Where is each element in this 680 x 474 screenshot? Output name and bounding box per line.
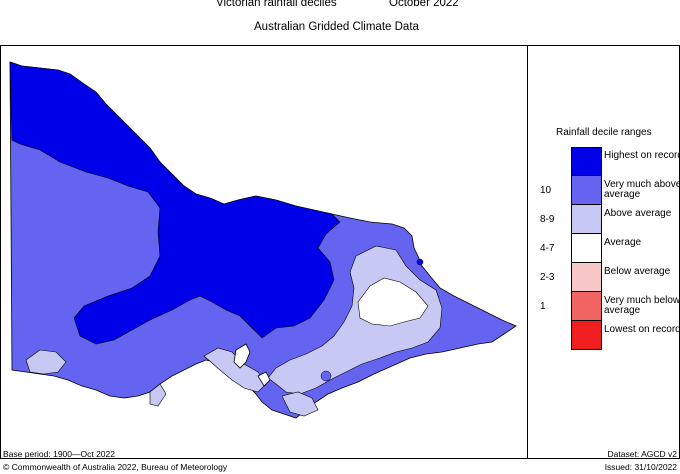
legend-code: 4-7 xyxy=(540,243,555,254)
legend-label: Above average xyxy=(604,208,672,219)
legend-code: 1 xyxy=(540,301,546,312)
western-port-bay xyxy=(257,371,271,387)
legend-swatch-below xyxy=(571,263,602,292)
map-title: Victorian rainfall deciles xyxy=(216,0,337,9)
legend-code: 10 xyxy=(540,185,552,196)
base-period: Base period: 1900—Oct 2022 xyxy=(3,449,115,459)
legend-swatch-highest xyxy=(571,147,602,176)
legend-item-lowest: Lowest on record xyxy=(540,321,680,350)
issued-date: Issued: 31/10/2022 xyxy=(604,462,677,472)
legend-code: 2-3 xyxy=(540,272,555,283)
legend-label: Very much above average xyxy=(604,179,680,200)
legend-label: Lowest on record xyxy=(604,324,680,335)
legend-item-very-much-below: 1 Very much below average xyxy=(540,292,680,321)
region-above-average-west xyxy=(25,349,67,375)
legend-swatch-average xyxy=(571,234,602,263)
legend-item-average: 4-7 Average xyxy=(540,234,680,263)
legend-item-very-much-above: 10 Very much above average xyxy=(540,176,680,205)
region-highest-on-record-spot xyxy=(416,258,424,266)
port-phillip-bay xyxy=(233,343,251,369)
region-average xyxy=(357,277,429,327)
legend-code: 8-9 xyxy=(540,214,555,225)
legend-label: Below average xyxy=(604,266,671,277)
region-above-average-south xyxy=(281,391,319,417)
region-above-average-southwest xyxy=(149,383,167,407)
legend-swatch-very-much-below xyxy=(571,292,602,321)
legend-label: Average xyxy=(604,237,642,248)
region-very-much-above-average-spot xyxy=(320,370,332,382)
legend-swatch-very-much-above xyxy=(571,176,602,205)
legend-swatch-lowest xyxy=(571,321,602,350)
legend-swatch-above xyxy=(571,205,602,234)
copyright: © Commonwealth of Australia 2022, Bureau… xyxy=(3,462,228,472)
legend-item-below: 2-3 Below average xyxy=(540,263,680,292)
legend-item-highest: Highest on record xyxy=(540,147,680,176)
dataset: Dataset: AGCD v2 xyxy=(607,449,677,459)
legend-label: Very much below average xyxy=(604,295,680,316)
victoria-map xyxy=(9,61,517,419)
legend: Highest on record 10 Very much above ave… xyxy=(540,147,680,350)
legend-label: Highest on record xyxy=(604,150,680,161)
region-highest-on-record xyxy=(9,61,341,345)
map-subtitle: Australian Gridded Climate Data xyxy=(254,21,419,33)
legend-item-above: 8-9 Above average xyxy=(540,205,680,234)
map-period: October 2022 xyxy=(389,0,459,9)
legend-title: Rainfall decile ranges xyxy=(556,127,652,138)
